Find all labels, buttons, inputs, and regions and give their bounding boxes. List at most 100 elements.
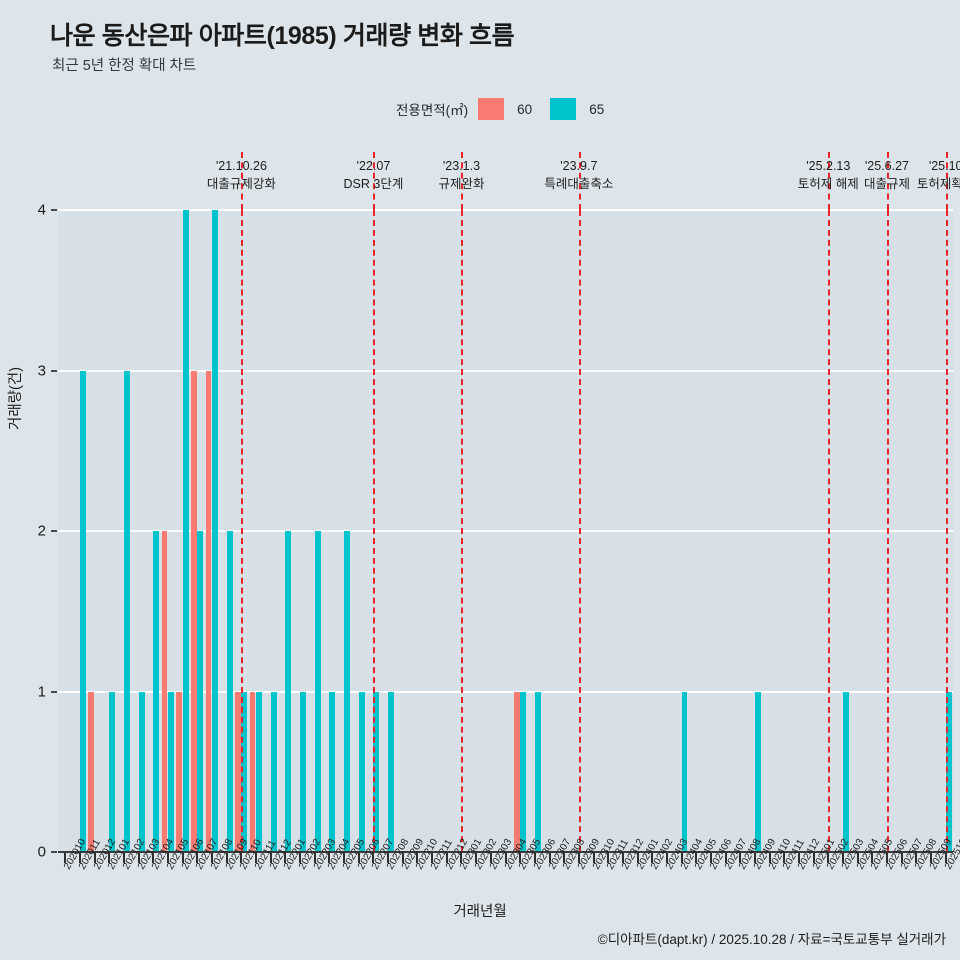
x-tick-mark-202402 [651,853,654,863]
event-date-202502: '25.2.13 [806,159,851,173]
event-line-202207 [373,210,376,852]
page-title: 나운 동산은파 아파트(1985) 거래량 변화 흐름 [50,22,515,50]
x-tick-mark-202010 [64,853,67,863]
bar-202012-60[interactable] [88,691,95,852]
x-tick-mark-202409 [753,853,756,863]
bar-202102-65[interactable] [124,370,130,852]
event-name-202510: 토허제확대 [916,176,960,191]
x-tick-mark-202103 [137,853,140,863]
event-date-202110: '21.10.26 [215,159,267,173]
x-tick-mark-202404 [680,853,683,863]
x-tick-mark-202211 [431,853,434,863]
gridline-y-1 [58,690,953,693]
event-date-202510: '25.10 [928,159,960,173]
gridline-y-4 [58,209,953,211]
x-tick-mark-202207 [372,853,375,863]
gridline-y-2 [58,530,953,532]
bar-202205-65[interactable] [344,531,350,852]
event-line-head-202207 [373,152,376,210]
event-name-202110: 대출규제강화 [206,176,276,191]
y-tick-label-0: 0 [37,843,46,861]
legend-label-60: 60 [517,101,533,117]
event-label-202207: '22.07 DSR 3단계 [344,158,404,194]
bar-202106-60[interactable] [176,691,183,852]
event-label-202502: '25.2.13 토허제 해제 [798,158,859,194]
bar-202108-60[interactable] [205,370,212,852]
bar-202105-65[interactable] [168,691,174,852]
y-axis-title: 거래량(건) [8,366,24,430]
bar-202510-65[interactable] [945,691,952,852]
y-tick-mark-1 [51,690,57,693]
x-tick-mark-202208 [387,853,390,863]
bar-202503-65[interactable] [842,691,849,852]
bar-202101-65[interactable] [109,691,116,852]
event-line-202510 [945,210,948,852]
event-line-202309 [578,210,581,852]
legend-swatch-60 [478,98,505,120]
y-tick-mark-4 [51,209,57,211]
bar-202404-65[interactable] [681,691,688,852]
bar-202108-65[interactable] [212,210,218,852]
bar-202202-65[interactable] [300,691,306,852]
bar-202201-65[interactable] [285,531,292,852]
bar-202104-65[interactable] [153,531,160,852]
y-tick-mark-3 [51,369,57,372]
x-tick-mark-202312 [621,853,624,863]
bar-202110-60[interactable] [234,691,241,852]
x-tick-mark-202204 [328,853,331,863]
bar-202011-65[interactable] [80,370,86,852]
bar-202110-65[interactable] [241,691,248,852]
bar-202204-65[interactable] [329,691,336,852]
bar-202111-65[interactable] [256,691,262,852]
bar-202109-65[interactable] [226,531,233,852]
bar-202206-65[interactable] [358,691,365,852]
x-tick-mark-202407 [724,853,727,863]
bar-202106-65[interactable] [182,210,189,852]
bar-202103-65[interactable] [138,691,145,852]
x-tick-mark-202501 [812,853,815,863]
x-tick-mark-202101 [108,853,111,863]
x-tick-mark-202502 [827,853,830,863]
event-name-202301: 규제완화 [438,176,485,191]
x-tick-mark-202107 [196,853,199,863]
x-tick-mark-202210 [416,853,419,863]
event-line-202502 [828,210,831,852]
event-name-202309: 특례대출축소 [544,176,614,191]
x-tick-mark-202102 [123,853,126,863]
bar-202305-65[interactable] [520,691,527,852]
bar-202105-60[interactable] [161,531,168,852]
x-tick-mark-202202 [299,853,302,863]
x-tick-mark-202209 [401,853,404,863]
bar-202409-65[interactable] [754,691,761,852]
x-tick-mark-202301 [460,853,463,863]
event-date-202207: '22.07 [356,159,391,173]
event-label-202110: '21.10.26 대출규제강화 [207,158,276,194]
bar-202306-65[interactable] [534,691,541,852]
bar-202107-65[interactable] [197,531,204,852]
x-tick-mark-202201 [284,853,287,863]
event-date-202301: '23.1.3 [442,159,481,173]
event-line-head-202506 [886,152,889,210]
x-tick-mark-202206 [357,853,360,863]
x-tick-mark-202104 [152,853,155,863]
bar-202207-65[interactable] [373,691,380,852]
event-label-202506: '25.6.27 대출규제 [864,158,910,194]
event-name-202506: 대출규제 [863,176,910,191]
event-date-202309: '23.9.7 [560,159,598,173]
legend-title: 전용면적(㎡) [396,103,469,118]
y-tick-mark-0 [51,851,57,853]
gridline-y-3 [58,369,953,372]
legend-swatch-65 [550,98,577,120]
y-tick-label-1: 1 [37,683,46,700]
event-date-202506: '25.6.27 [864,159,910,173]
bar-202305-60[interactable] [513,691,520,852]
x-tick-mark-202311 [607,853,610,863]
x-tick-mark-202205 [343,853,346,863]
x-tick-mark-202504 [856,853,859,863]
bar-202107-60[interactable] [190,370,197,852]
bar-202208-65[interactable] [388,691,394,852]
bar-202203-65[interactable] [314,531,321,852]
bar-202112-65[interactable] [270,691,277,852]
event-name-202502: 토허제 해제 [797,176,859,191]
bar-202111-60[interactable] [249,691,256,852]
